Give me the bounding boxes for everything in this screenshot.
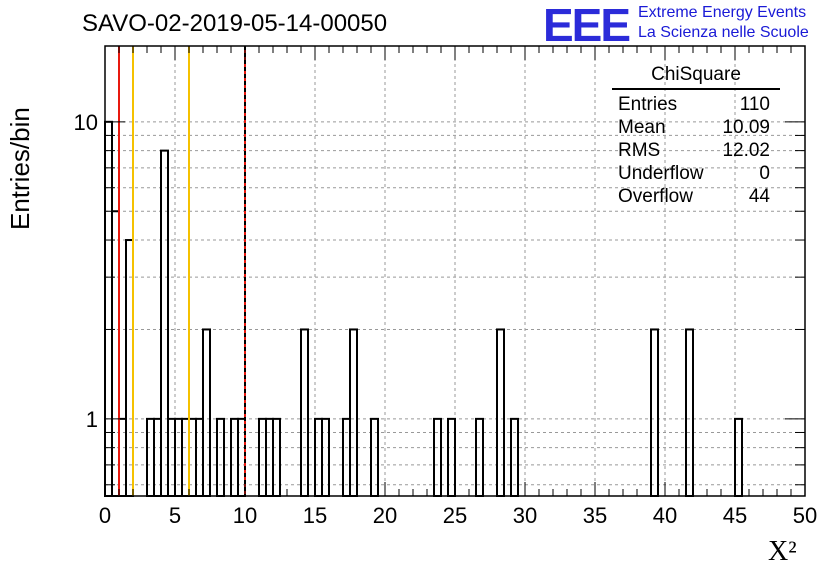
stats-value: 44 (748, 186, 770, 207)
histogram-bar (650, 328, 659, 497)
x-tick-label: 50 (793, 503, 817, 528)
histogram-bar (104, 120, 113, 497)
x-tick-label: 5 (169, 503, 181, 528)
axis-ticks (104, 46, 806, 496)
x-axis-label: X² (768, 536, 797, 567)
x-tick-label: 40 (653, 503, 677, 528)
stats-box: ChiSquare Entries 110 Mean 10.09 RMS 12.02 … (612, 64, 780, 208)
stats-label: Mean (618, 117, 666, 138)
x-tick-label: 30 (513, 503, 537, 528)
y-tick-label: 1 (86, 407, 98, 432)
y-tick-label: 10 (74, 110, 98, 135)
x-tick-label: 0 (99, 503, 111, 528)
stats-row: Mean 10.09 (612, 116, 780, 139)
stats-label: Overflow (618, 186, 693, 207)
reference-lines (118, 46, 246, 496)
eee-logo-line1: Extreme Energy Events (638, 4, 807, 21)
x-tick-label: 20 (373, 503, 397, 528)
eee-logo-line2: La Scienza nelle Scuole (638, 24, 809, 41)
histogram-bar (496, 328, 505, 497)
stats-value: 10.09 (722, 117, 770, 138)
stats-value: 12.02 (722, 140, 770, 161)
x-tick-label: 25 (443, 503, 467, 528)
histogram-bar (349, 328, 358, 497)
histogram-bar (202, 328, 211, 497)
stats-label: Underflow (618, 163, 704, 184)
axis-tick-labels: 0 5 10 15 20 25 30 35 40 45 50 1 10 (74, 110, 818, 528)
x-tick-label: 45 (723, 503, 747, 528)
eee-logo: EEE Extreme Energy Events La Scienza nel… (543, 0, 833, 51)
stats-title: ChiSquare (612, 64, 780, 90)
stats-row: Entries 110 (612, 93, 780, 116)
y-axis-label: Entries/bin (5, 107, 35, 230)
histogram-bar (300, 328, 309, 497)
histogram-bar (125, 239, 134, 497)
stats-row: RMS 12.02 (612, 139, 780, 162)
stats-row: Overflow 44 (612, 185, 780, 208)
stats-value: 110 (739, 94, 770, 115)
plot-title: SAVO-02-2019-05-14-00050 (82, 10, 388, 37)
x-tick-label: 10 (233, 503, 257, 528)
stats-row: Underflow 0 (612, 162, 780, 185)
stats-label: RMS (618, 140, 661, 161)
eee-logo-letters: EEE (543, 0, 631, 51)
stats-value: 0 (759, 163, 770, 184)
x-tick-label: 15 (303, 503, 327, 528)
histogram-bar (160, 149, 169, 497)
histogram-bar (685, 328, 694, 497)
x-tick-label: 35 (583, 503, 607, 528)
stats-label: Entries (618, 94, 678, 115)
histogram-bar (111, 210, 120, 497)
